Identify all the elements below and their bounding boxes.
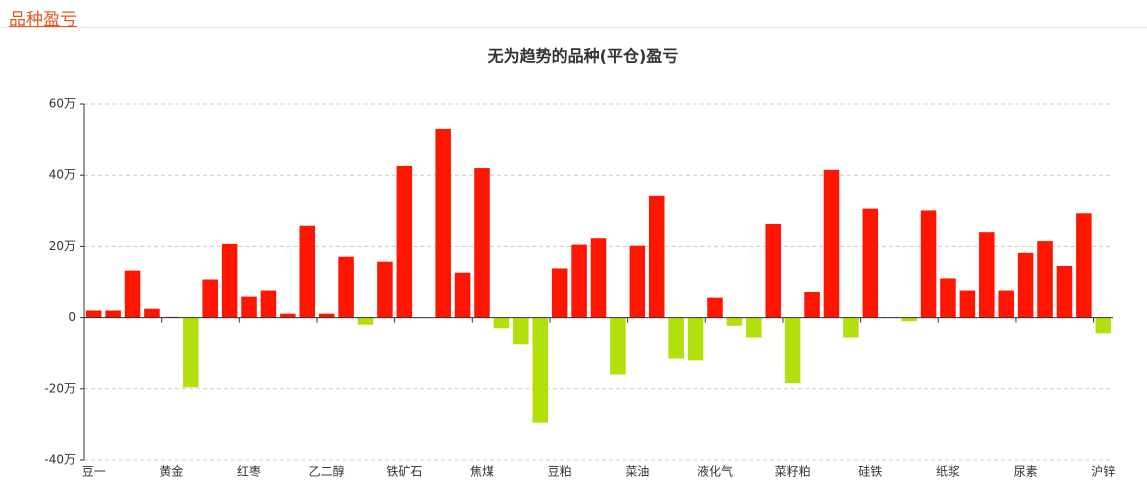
- bar: [784, 317, 801, 384]
- bar: [998, 290, 1014, 318]
- bar: [357, 317, 374, 325]
- bar: [920, 210, 937, 318]
- bar: [707, 297, 723, 318]
- bar: [629, 245, 646, 318]
- x-tick-label: 沪锌: [1091, 465, 1115, 479]
- x-tick-label: 红枣: [237, 464, 261, 479]
- bar: [823, 169, 840, 318]
- x-tick-label: 豆一: [82, 465, 106, 479]
- x-tick-label: 尿素: [1014, 465, 1038, 479]
- x-tick-label: 菜籽粕: [775, 464, 811, 479]
- x-tick-label: 黄金: [159, 464, 183, 479]
- bar: [144, 308, 160, 318]
- bar: [687, 317, 704, 361]
- y-tick-label: -20万: [44, 381, 76, 395]
- bar: [1076, 213, 1092, 318]
- bar: [202, 279, 218, 318]
- y-tick-label: -40万: [44, 453, 76, 467]
- bar: [493, 317, 510, 329]
- bar: [1017, 252, 1034, 318]
- bar: [765, 223, 782, 318]
- x-tick-label: 焦煤: [470, 465, 494, 479]
- bar: [571, 244, 587, 318]
- bar: [183, 317, 199, 388]
- y-tick-label: 60万: [49, 97, 76, 111]
- bar: [1095, 317, 1112, 334]
- bar: [377, 261, 393, 318]
- x-tick-label: 豆粕: [548, 464, 572, 479]
- bar: [299, 225, 316, 318]
- bar: [804, 291, 820, 318]
- bar: [1056, 265, 1073, 318]
- bar: [668, 317, 684, 359]
- bar: [843, 317, 859, 338]
- bar: [318, 313, 335, 318]
- chart-title: 无为趋势的品种(平仓)盈亏: [487, 47, 679, 66]
- bar: [338, 256, 354, 318]
- bar: [746, 317, 762, 338]
- bar: [862, 208, 879, 318]
- bar: [260, 290, 277, 318]
- bar: [474, 168, 490, 318]
- bar: [221, 243, 238, 318]
- bar: [610, 317, 626, 375]
- bar: [551, 268, 568, 318]
- bar: [959, 290, 976, 318]
- bar: [241, 296, 257, 318]
- bar: [435, 128, 451, 318]
- x-tick-label: 液化气: [697, 464, 733, 479]
- bar: [105, 310, 121, 318]
- y-tick-label: 0: [68, 310, 76, 324]
- x-tick-label: 纸浆: [936, 464, 960, 479]
- bar: [454, 272, 471, 318]
- bar: [532, 317, 549, 423]
- bar: [940, 278, 956, 318]
- bar: [590, 238, 607, 318]
- header-separator: [0, 27, 1147, 28]
- bar: [85, 310, 102, 318]
- bar: [280, 313, 296, 318]
- header-title: 品种盈亏: [9, 10, 77, 30]
- x-tick-label: 乙二醇: [309, 464, 345, 479]
- bar: [648, 195, 665, 318]
- x-tick-label: 硅铁: [858, 465, 882, 479]
- y-tick-label: 40万: [49, 168, 76, 182]
- y-tick-label: 20万: [49, 239, 76, 253]
- bar: [726, 317, 743, 326]
- bar: [396, 165, 413, 318]
- bar: [901, 317, 917, 322]
- x-tick-label: 铁矿石: [386, 465, 422, 479]
- bar: [124, 270, 141, 318]
- bar: [513, 317, 529, 345]
- bar: [1037, 241, 1053, 318]
- x-tick-label: 菜油: [625, 465, 649, 479]
- bar: [979, 232, 995, 318]
